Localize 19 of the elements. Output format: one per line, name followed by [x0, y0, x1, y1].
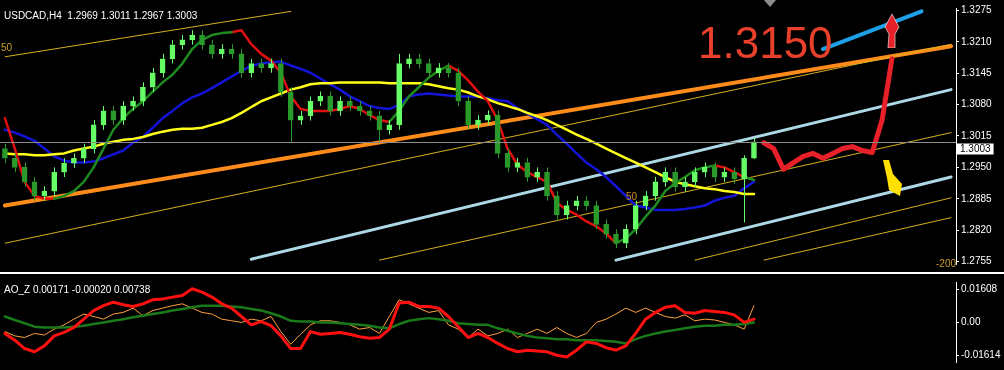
annotation: 50 — [626, 191, 638, 202]
annotation: 50 — [1, 42, 13, 53]
y-tick-label: 1.3015 — [961, 129, 993, 141]
y-tick-label: 1.2950 — [961, 161, 993, 173]
y-tick-label: 1.2755 — [961, 255, 993, 267]
ref-line-label: 1.3003 — [960, 143, 992, 155]
annotation: 1.3150 — [698, 18, 833, 67]
y-tick-label: 1.3080 — [961, 98, 993, 110]
y-tick-label: 0.00 — [961, 316, 981, 328]
annotation: -200 — [936, 258, 957, 269]
y-tick-label: 1.2885 — [961, 192, 993, 204]
y-tick-label: 1.2820 — [961, 223, 993, 235]
chart-title: AO_Z 0.00171 -0.00020 0.00738 — [4, 284, 151, 295]
y-tick-label: -0.01614 — [961, 349, 1001, 361]
y-tick-label: 0.01608 — [961, 283, 998, 295]
chart-title: USDCAD,H4 1.2969 1.3011 1.2967 1.3003 — [4, 10, 198, 21]
y-tick-label: 1.3145 — [961, 66, 993, 78]
y-tick-label: 1.3275 — [961, 4, 993, 16]
y-tick-label: 1.3210 — [961, 35, 993, 47]
